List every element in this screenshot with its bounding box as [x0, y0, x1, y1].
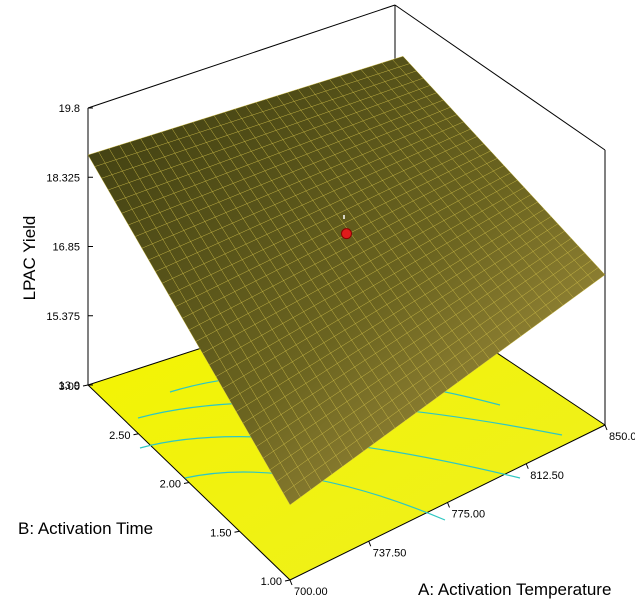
x-tick-label: 850.00 [609, 431, 635, 443]
x-tick-label: 812.50 [530, 470, 564, 482]
y-tick-mark [234, 530, 240, 533]
surface-gridline-y [101, 70, 417, 179]
x-axis-title: A: Activation Temperature [418, 580, 611, 599]
response-surface [87, 56, 606, 506]
surface-gridline-x [392, 59, 595, 283]
z-tick-label: 18.325 [46, 172, 80, 184]
y-tick-mark [284, 579, 291, 582]
y-tick-label: 1.50 [210, 527, 231, 539]
x-tick-mark [368, 541, 372, 547]
surface-gridline-x [360, 69, 564, 306]
top-left-edge [87, 4, 396, 109]
y-tick-label: 2.50 [109, 430, 130, 442]
surface-gridline-y [94, 63, 410, 167]
y-tick-label: 1.00 [261, 576, 282, 588]
surface-gridline-y [108, 77, 424, 191]
design-point [341, 215, 352, 240]
x-axis: 700.00 737.50 775.00 812.50 850.00 [289, 424, 635, 598]
z-tick-label: 15.375 [46, 311, 80, 323]
y-tick-mark [183, 482, 190, 484]
y-tick-mark [133, 433, 139, 436]
x-tick-mark [289, 579, 293, 586]
y-tick-label: 3.00 [59, 381, 80, 393]
surface-gridline-y [87, 56, 404, 156]
y-tick-label: 2.00 [160, 479, 181, 491]
surface-gridline-x [381, 62, 585, 291]
design-point-marker [341, 228, 352, 240]
surface-gridline-x [402, 56, 606, 275]
y-tick-mark [82, 384, 89, 387]
x-tick-label: 700.00 [294, 586, 328, 598]
z-axis-title: LPAC Yield [20, 216, 39, 301]
surface-gridline-y [114, 85, 431, 202]
surface-gridline-x [371, 65, 574, 298]
y-axis: 1.00 1.50 2.00 2.50 3.00 [59, 381, 291, 588]
z-tick-label: 19.8 [59, 103, 80, 115]
z-tick-label: 16.85 [52, 242, 80, 254]
z-axis: 19.8 18.325 16.85 15.375 13.9 [46, 103, 93, 392]
x-tick-label: 737.50 [373, 547, 407, 559]
x-tick-mark [447, 502, 450, 508]
x-tick-mark [604, 424, 608, 431]
y-axis-title: B: Activation Time [18, 519, 153, 538]
top-right-edge [394, 4, 606, 151]
x-tick-mark [525, 463, 529, 469]
x-tick-label: 775.00 [452, 509, 486, 521]
surface-gridline-y [121, 92, 437, 214]
z-tick-label: 13.9 [59, 380, 80, 392]
